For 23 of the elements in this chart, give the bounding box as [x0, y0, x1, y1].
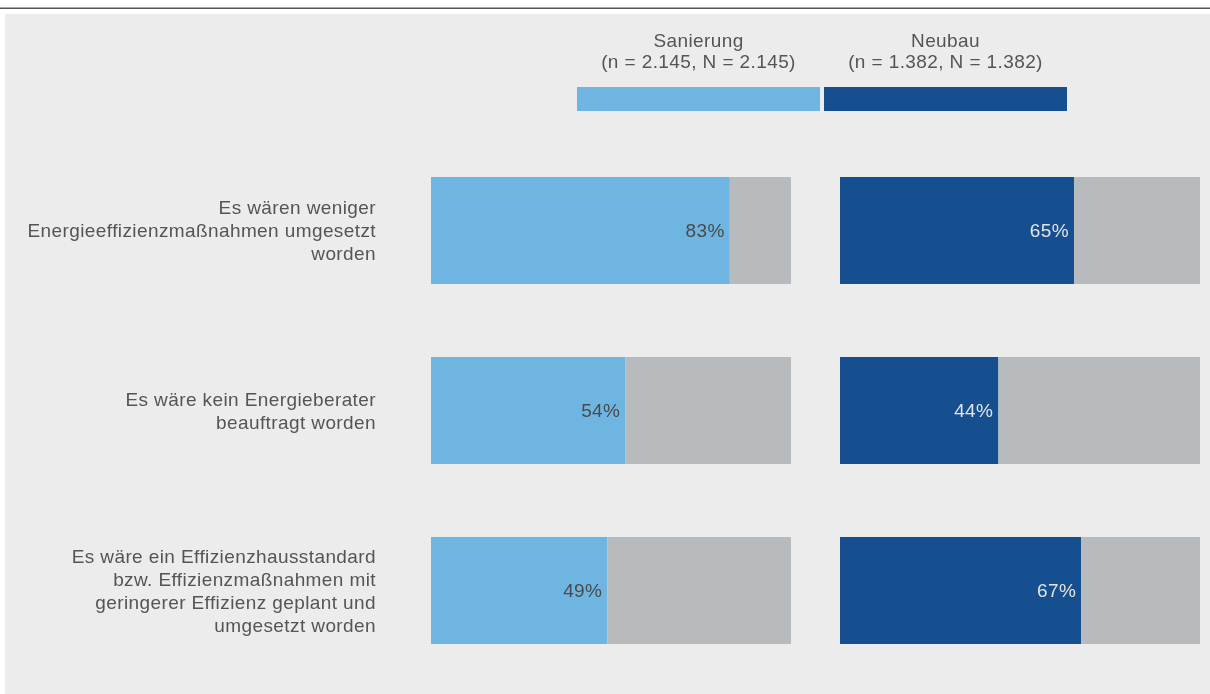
- bar: [1081, 537, 1200, 644]
- data-label: 83%: [685, 220, 725, 241]
- text: Sanierung (n = 2.145, N = 2.145): [601, 29, 796, 72]
- data-label: 54%: [581, 400, 621, 421]
- bar: [998, 357, 1200, 464]
- bar: [625, 357, 791, 464]
- bar: [431, 177, 730, 284]
- data-label: 67%: [1036, 580, 1077, 601]
- data-label: 65%: [1029, 220, 1069, 241]
- bar: [840, 537, 1082, 644]
- bar: [607, 537, 791, 644]
- bar: [1074, 177, 1200, 284]
- bar: [729, 177, 791, 284]
- text: Neubau (n = 1.382, N = 1.382): [848, 29, 1043, 72]
- bar: [840, 177, 1074, 284]
- y-tick-label: Es wäre ein Effizienzhausstandard bzw. Effizienzmaßnahmen mit geringerer Effizienz geplant und umgesetzt worden: [71, 545, 377, 636]
- data-label: 44%: [954, 400, 994, 421]
- bar: [431, 537, 608, 644]
- bar: [840, 357, 999, 464]
- y-tick-label: Es wären weniger Energieeffizienzmaßnahmen umgesetzt worden: [27, 197, 377, 264]
- data-label: 49%: [563, 580, 603, 601]
- y-tick-label: Es wäre kein Energieberater beauftragt worden: [125, 388, 377, 433]
- bar: [431, 357, 626, 464]
